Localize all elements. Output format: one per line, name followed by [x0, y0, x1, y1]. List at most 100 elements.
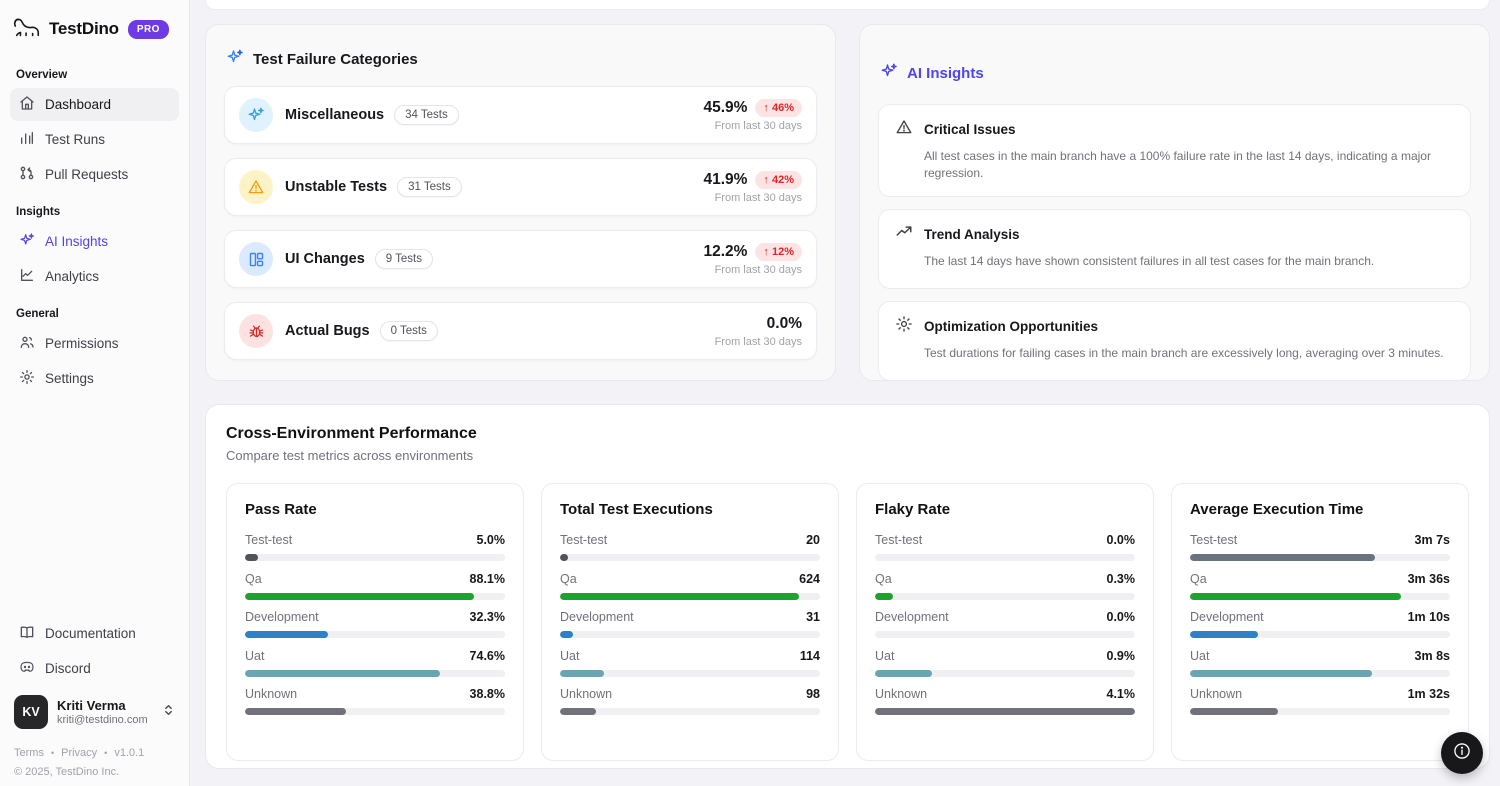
insight-title: Trend Analysis: [924, 226, 1020, 242]
legal-links: Terms • Privacy • v1.0.1: [14, 747, 175, 759]
progress-track: [560, 669, 820, 677]
sidebar-item-discord[interactable]: Discord: [10, 652, 179, 685]
failure-row-unstable-tests[interactable]: Unstable Tests 31 Tests 41.9% ↑ 42% From…: [224, 158, 817, 216]
failure-row-actual-bugs[interactable]: Actual Bugs 0 Tests 0.0% From last 30 da…: [224, 302, 817, 360]
env-label: Test-test: [1190, 533, 1238, 547]
sidebar-item-dashboard[interactable]: Dashboard: [10, 88, 179, 121]
metric-row: Unknown 1m 32s: [1190, 687, 1450, 715]
failure-name: Actual Bugs: [285, 323, 370, 339]
help-info-button[interactable]: [1441, 732, 1483, 774]
progress-track: [245, 708, 505, 715]
progress-fill: [560, 669, 605, 677]
metric-row: Unknown 38.8%: [245, 687, 505, 715]
env-value: 3m 36s: [1407, 571, 1450, 586]
metric-card-pass-rate: Pass Rate Test-test 5.0% Qa 88.1% Developm…: [226, 483, 524, 761]
trend-badge: ↑ 42%: [755, 170, 802, 189]
bug-icon: [239, 314, 273, 348]
insight-critical-issues[interactable]: Critical Issues All test cases in the ma…: [878, 104, 1471, 197]
env-label: Uat: [560, 648, 580, 663]
period-label: From last 30 days: [714, 263, 802, 276]
sidebar-item-settings[interactable]: Settings: [10, 362, 179, 395]
progress-track: [1190, 669, 1450, 677]
env-value: 1m 32s: [1407, 687, 1450, 701]
gear-icon: [895, 315, 913, 338]
metric-row: Uat 74.6%: [245, 649, 505, 677]
brand[interactable]: TestDino PRO: [10, 10, 179, 56]
cross-environment-performance-card: Cross-Environment Performance Compare te…: [205, 404, 1490, 769]
sidebar-item-permissions[interactable]: Permissions: [10, 327, 179, 360]
metric-title: Total Test Executions: [560, 501, 713, 518]
failure-percentage: 41.9%: [703, 170, 748, 188]
env-value: 0.3%: [1106, 571, 1136, 586]
progress-fill: [875, 708, 1135, 715]
test-count-badge: 31 Tests: [397, 177, 462, 197]
sidebar-item-label: Discord: [45, 661, 91, 676]
metric-row: Test-test 0.0%: [875, 533, 1135, 561]
progress-track: [560, 554, 820, 561]
metric-row: Qa 0.3%: [875, 572, 1135, 600]
progress-fill: [560, 708, 597, 715]
env-value: 98: [806, 687, 820, 701]
progress-track: [245, 631, 505, 638]
env-label: Qa: [875, 571, 892, 586]
sidebar-item-pull-requests[interactable]: Pull Requests: [10, 158, 179, 191]
failure-name: UI Changes: [285, 251, 365, 267]
env-label: Development: [560, 610, 634, 624]
insight-trend-analysis[interactable]: Trend Analysis The last 14 days have sho…: [878, 208, 1471, 289]
env-value: 3m 8s: [1414, 648, 1450, 663]
layout-icon: [239, 242, 273, 276]
env-value: 31: [806, 610, 820, 624]
insight-optimization-opportunities[interactable]: Optimization Opportunities Test duration…: [878, 300, 1471, 381]
sidebar-item-ai-insights[interactable]: AI Insights: [10, 225, 179, 258]
discord-icon: [19, 659, 35, 678]
sparkles-icon: [239, 98, 273, 132]
sidebar-item-test-runs[interactable]: Test Runs: [10, 123, 179, 156]
metric-title: Pass Rate: [245, 501, 317, 518]
progress-fill: [1190, 631, 1258, 638]
env-value: 88.1%: [469, 571, 505, 586]
metric-row: Unknown 98: [560, 687, 820, 715]
sidebar-spacer: [10, 397, 179, 617]
period-label: From last 30 days: [714, 191, 802, 204]
period-label: From last 30 days: [714, 335, 802, 348]
sidebar-item-analytics[interactable]: Analytics: [10, 260, 179, 293]
trend-badge: ↑ 46%: [755, 98, 802, 117]
insight-description: Test durations for failing cases in the …: [924, 345, 1444, 360]
failure-percentage: 12.2%: [703, 242, 748, 260]
sidebar-item-documentation[interactable]: Documentation: [10, 617, 179, 650]
user-name: Kriti Verma: [57, 697, 126, 713]
metric-card-average-execution-time: Average Execution Time Test-test 3m 7s Qa…: [1171, 483, 1469, 761]
progress-fill: [560, 554, 568, 561]
privacy-link[interactable]: Privacy: [61, 747, 98, 759]
insight-description: The last 14 days have shown consistent f…: [924, 253, 1375, 268]
env-value: 0.0%: [1106, 610, 1136, 624]
trend-badge: ↑ 12%: [755, 242, 802, 261]
ai-insights-header: AI Insights: [880, 62, 1469, 84]
chevron-up-down-icon[interactable]: [162, 703, 175, 722]
env-label: Uat: [1190, 648, 1210, 663]
failure-row-ui-changes[interactable]: UI Changes 9 Tests 12.2% ↑ 12% From last…: [224, 230, 817, 288]
failure-row-miscellaneous[interactable]: Miscellaneous 34 Tests 45.9% ↑ 46% From …: [224, 86, 817, 144]
avatar: KV: [14, 695, 48, 729]
gear-icon: [19, 369, 35, 388]
metric-row: Qa 624: [560, 572, 820, 600]
env-label: Unknown: [560, 687, 613, 701]
progress-track: [875, 554, 1135, 561]
sidebar-item-label: Test Runs: [45, 132, 106, 147]
env-value: 1m 10s: [1407, 610, 1450, 624]
metric-row: Uat 0.9%: [875, 649, 1135, 677]
cross-env-subtitle: Compare test metrics across environments: [226, 448, 474, 463]
env-value: 114: [799, 648, 820, 663]
terms-link[interactable]: Terms: [14, 747, 44, 759]
metric-row: Test-test 20: [560, 533, 820, 561]
test-count-badge: 0 Tests: [379, 321, 438, 341]
progress-track: [560, 708, 820, 715]
progress-fill: [1190, 592, 1401, 600]
section-label-overview: Overview: [16, 69, 68, 81]
failure-percentage: 45.9%: [703, 98, 748, 116]
progress-track: [875, 669, 1135, 677]
user-menu[interactable]: KV Kriti Verma kriti@testdino.com: [10, 687, 179, 733]
env-label: Development: [245, 610, 319, 624]
env-value: 0.9%: [1106, 648, 1136, 663]
metric-row: Uat 3m 8s: [1190, 649, 1450, 677]
